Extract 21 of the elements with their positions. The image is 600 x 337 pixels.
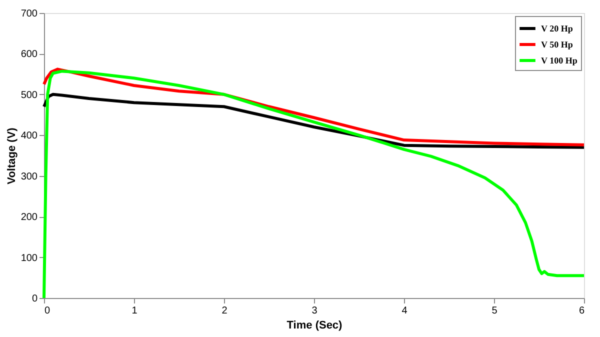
- x-tick-label: 1: [132, 306, 138, 316]
- x-axis-title: Time (Sec): [286, 320, 343, 332]
- y-tick-label: 700: [20, 8, 38, 20]
- legend-label: V 50 Hp: [541, 40, 573, 50]
- x-tick-label: 4: [402, 306, 408, 316]
- x-tick-label: 2: [222, 306, 228, 316]
- x-tick-label: 5: [492, 306, 498, 316]
- x-tick-label: 6: [578, 306, 585, 316]
- y-tick-label: 400: [20, 130, 38, 142]
- legend-label: V 20 Hp: [541, 24, 573, 34]
- line-series: [42, 92, 586, 149]
- x-tick-label: 3: [312, 306, 318, 316]
- legend-label: V 100 Hp: [541, 56, 578, 66]
- x-tick-label: 0: [44, 306, 50, 316]
- y-tick-label: 0: [32, 294, 38, 304]
- y-tick-label: 200: [20, 212, 38, 224]
- y-axis-title: Voltage (V): [6, 127, 18, 184]
- y-tick-label: 300: [20, 171, 38, 182]
- y-tick-label: 600: [20, 49, 38, 60]
- y-tick-label: 100: [20, 252, 38, 264]
- y-tick-label: 500: [20, 90, 38, 101]
